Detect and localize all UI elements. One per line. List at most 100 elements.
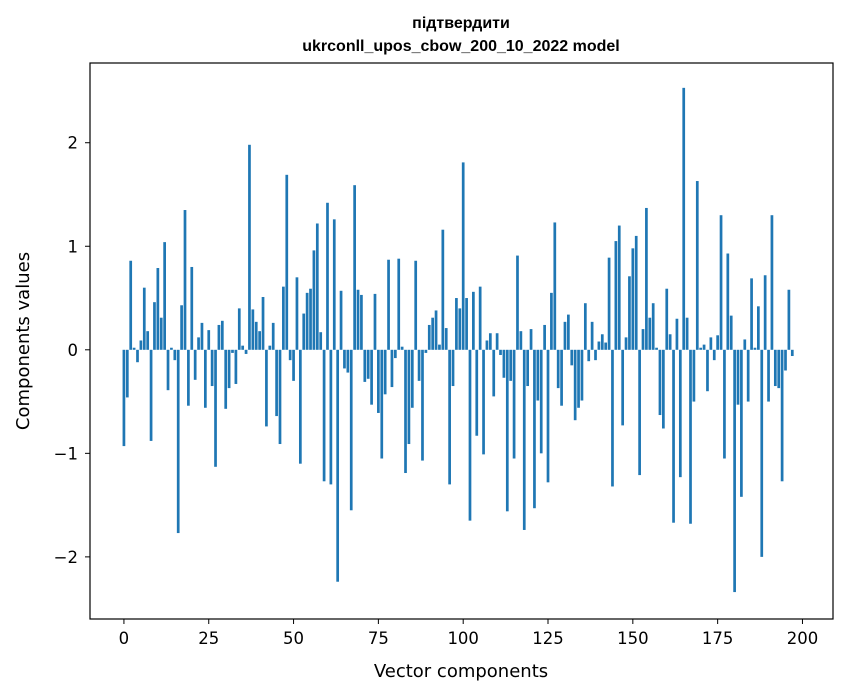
- bar: [292, 349, 295, 381]
- x-tick-label: 200: [787, 629, 819, 648]
- bar: [533, 349, 536, 509]
- bar: [251, 309, 255, 350]
- bar: [315, 223, 319, 350]
- bar: [461, 162, 465, 350]
- x-tick-label: 50: [283, 629, 304, 648]
- bar: [275, 349, 278, 417]
- bar: [672, 349, 675, 523]
- x-tick-label: 150: [617, 629, 649, 648]
- bar: [760, 349, 764, 557]
- bar: [136, 349, 139, 363]
- bar: [142, 287, 146, 350]
- bar: [465, 298, 468, 350]
- y-tick-label: 1: [68, 237, 79, 256]
- bar: [353, 185, 356, 350]
- bar: [634, 235, 638, 350]
- bar: [773, 349, 777, 387]
- bar: [505, 349, 509, 512]
- bar: [397, 258, 401, 350]
- bar: [682, 87, 686, 350]
- bar: [448, 349, 451, 485]
- bar: [346, 349, 350, 373]
- bar: [122, 349, 126, 447]
- bar: [600, 334, 604, 350]
- bar: [254, 321, 258, 350]
- bar: [387, 259, 390, 350]
- y-tick-label: −2: [54, 548, 78, 567]
- bar: [604, 342, 608, 350]
- bar: [427, 324, 431, 350]
- bar: [563, 321, 567, 350]
- bar: [492, 349, 496, 397]
- bar: [146, 331, 150, 350]
- bar: [560, 349, 563, 406]
- bar: [258, 331, 261, 350]
- bar: [343, 349, 346, 369]
- bar-series: [122, 87, 794, 593]
- bar: [231, 349, 234, 353]
- bar: [553, 222, 557, 350]
- bar: [248, 144, 251, 350]
- bar: [472, 291, 475, 350]
- bar: [214, 349, 217, 467]
- x-axis-ticks: 0 25 50 75 100 125 150 175 200: [119, 619, 819, 648]
- bar: [706, 349, 709, 392]
- bar: [220, 320, 224, 350]
- bar: [499, 349, 502, 355]
- bar: [485, 340, 489, 350]
- bar: [183, 210, 187, 350]
- bar: [611, 349, 614, 487]
- bar: [655, 347, 658, 350]
- x-tick-label: 125: [532, 629, 564, 648]
- bar: [153, 302, 156, 350]
- bar: [536, 349, 540, 401]
- bar: [665, 288, 669, 350]
- bar: [224, 349, 228, 409]
- x-tick-label: 100: [447, 629, 479, 648]
- bar: [404, 349, 407, 474]
- bar: [512, 349, 516, 459]
- bar: [577, 349, 580, 408]
- chart-title-line-1: підтвердити: [412, 15, 510, 32]
- bar: [784, 349, 787, 371]
- bar: [132, 347, 136, 350]
- bar: [176, 349, 180, 534]
- bar: [434, 310, 438, 350]
- bar: [207, 330, 211, 350]
- bar: [173, 349, 177, 361]
- bar: [638, 349, 641, 476]
- bar: [590, 321, 594, 350]
- bar: [736, 349, 740, 405]
- bar: [587, 349, 591, 362]
- bar: [750, 278, 753, 350]
- bar: [556, 349, 560, 389]
- bar: [349, 349, 353, 511]
- bar: [197, 337, 200, 350]
- bar: [757, 306, 760, 350]
- bar: [332, 219, 336, 350]
- bar: [580, 349, 584, 401]
- bar: [312, 250, 316, 350]
- bar: [393, 349, 397, 359]
- bar: [234, 349, 238, 384]
- bar: [733, 349, 736, 593]
- bar: [607, 257, 611, 350]
- bar: [550, 292, 553, 350]
- bar: [695, 181, 699, 350]
- bar: [203, 349, 207, 408]
- bar: [770, 215, 774, 350]
- bar: [678, 349, 682, 478]
- x-tick-label: 0: [119, 629, 130, 648]
- bar: [777, 349, 781, 389]
- bar: [573, 349, 577, 421]
- chart-title-line-2: ukrconll_upos_cbow_200_10_2022 model: [302, 38, 619, 55]
- bar: [668, 334, 672, 350]
- bar: [441, 229, 445, 350]
- bar: [468, 349, 472, 521]
- bar: [163, 242, 166, 350]
- bar: [539, 349, 543, 454]
- bar: [583, 303, 587, 350]
- bar: [570, 349, 574, 366]
- bar: [458, 308, 462, 350]
- bar: [309, 288, 312, 350]
